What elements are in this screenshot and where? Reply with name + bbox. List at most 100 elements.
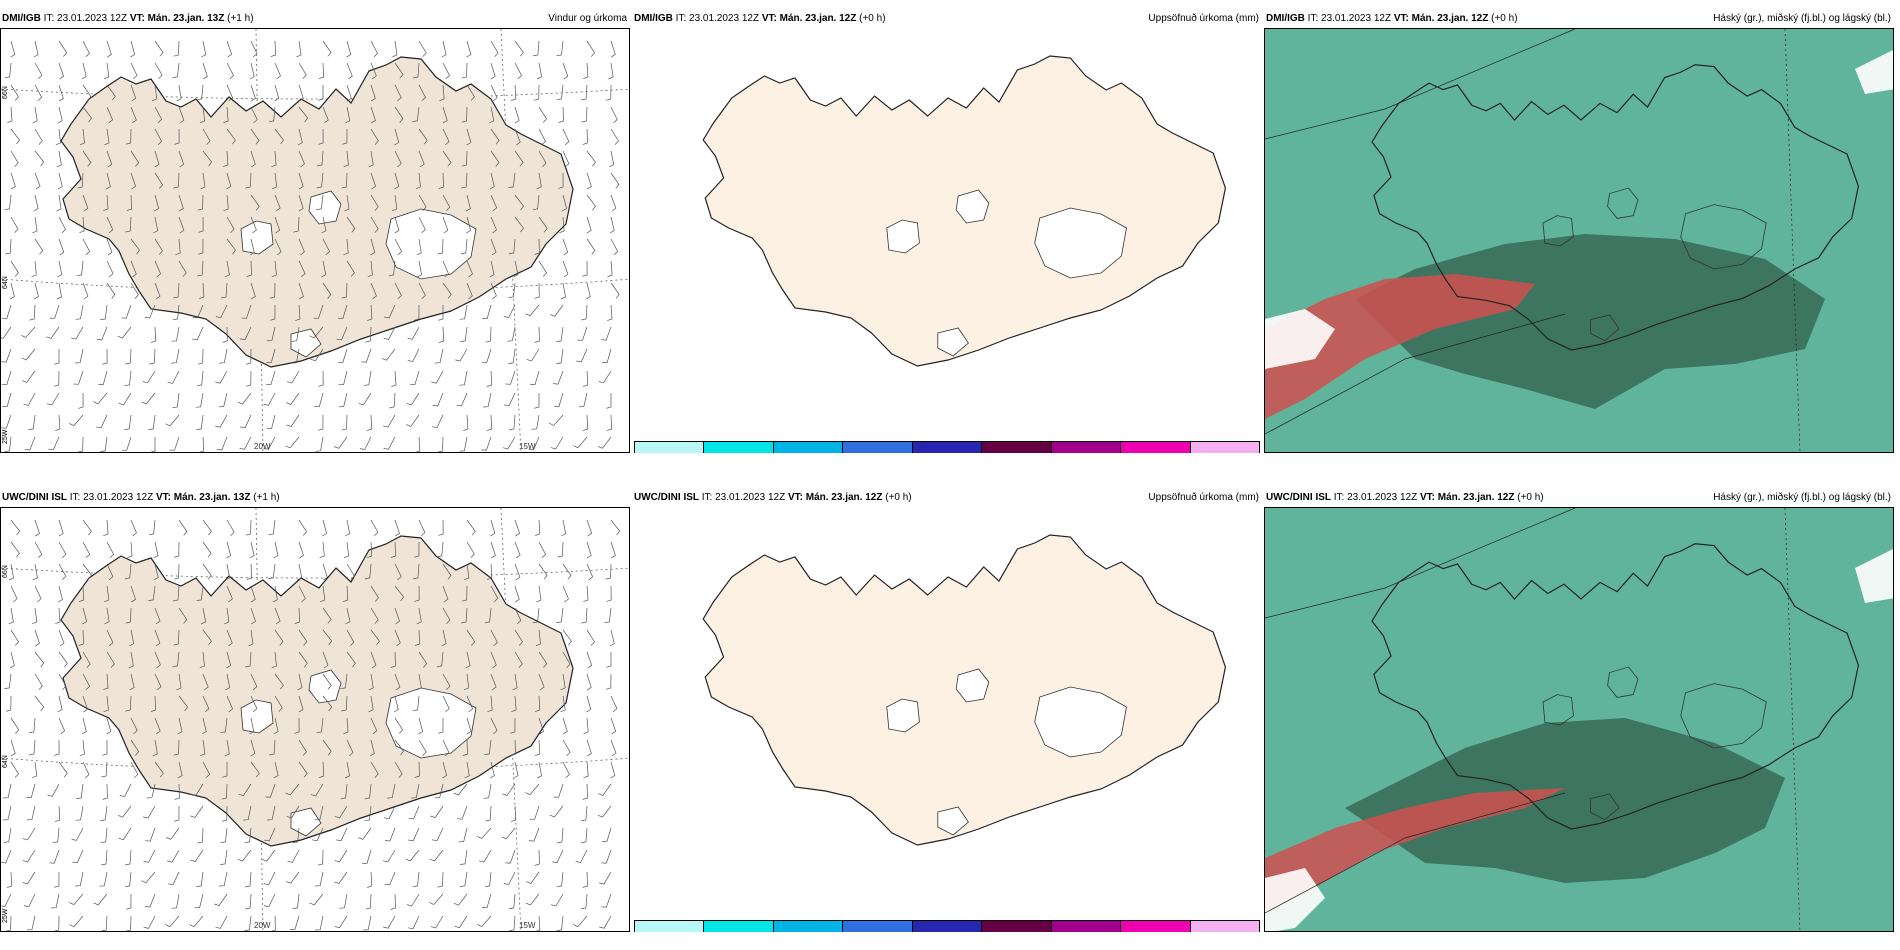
wind-barb — [82, 282, 89, 300]
colorbar-swatch-6 — [1051, 442, 1122, 453]
wind-barb — [202, 673, 209, 691]
wind-barb — [272, 172, 278, 190]
wind-barb — [486, 563, 493, 580]
wind-barb — [222, 762, 228, 778]
wind-barb — [339, 893, 348, 909]
wind-barb — [513, 260, 519, 278]
wind-barb — [338, 392, 348, 408]
wind-barb — [586, 150, 596, 167]
wind-barb — [601, 326, 612, 341]
wind-barb — [490, 282, 497, 300]
wind-barb — [56, 194, 62, 212]
wind-barb — [599, 915, 612, 929]
wind-barb — [201, 717, 207, 735]
wind-barb — [8, 607, 14, 625]
wind-barb — [598, 783, 612, 796]
wind-barb — [394, 519, 400, 537]
wind-barb — [215, 414, 228, 428]
wind-barb — [489, 761, 495, 779]
wind-barb — [408, 805, 420, 820]
vt-label: VT: — [155, 492, 171, 503]
wind-barb — [508, 282, 516, 299]
wind-map[interactable]: 66N 64N 25W 20W 15W — [0, 28, 630, 453]
wind-barb — [198, 216, 204, 233]
wind-barb — [573, 915, 588, 928]
wind-barb — [264, 827, 276, 842]
wind-barb — [298, 629, 308, 646]
wind-barb — [250, 84, 256, 102]
wind-barb — [532, 40, 540, 57]
wind-barb — [75, 304, 84, 320]
wind-barb — [10, 629, 19, 646]
wind-barb — [394, 607, 400, 625]
wind-barb — [245, 519, 252, 536]
wind-barb — [199, 436, 205, 452]
wind-barb — [292, 827, 300, 844]
wind-barb — [442, 607, 451, 624]
wind-barb — [154, 673, 162, 691]
glacier-0 — [240, 699, 274, 734]
wind-barb — [370, 194, 379, 211]
wind-barb — [150, 695, 156, 712]
cloud-map[interactable] — [1264, 28, 1894, 453]
wind-barb — [223, 194, 229, 212]
wind-barb — [246, 563, 252, 580]
wind-barb — [370, 128, 379, 145]
wind-barb — [535, 629, 541, 647]
wind-barb — [130, 519, 137, 537]
wind-barb — [71, 827, 84, 841]
wind-barb — [370, 84, 376, 102]
wind-barb — [98, 370, 108, 385]
wind-barb — [486, 414, 493, 431]
wind-barb — [364, 563, 372, 580]
wind-barb — [561, 519, 567, 537]
cloud-map[interactable] — [1264, 507, 1894, 932]
wind-barb — [562, 585, 569, 603]
wind-map[interactable]: 66N 64N 25W 20W 15W — [0, 507, 630, 932]
wind-barb — [55, 414, 61, 431]
wind-barb — [345, 106, 351, 124]
wind-barb — [196, 871, 204, 887]
glacier-3 — [937, 806, 969, 836]
precip-map[interactable]: 110255075100150200400 — [632, 28, 1262, 453]
wind-barb — [459, 304, 468, 320]
wind-barb — [171, 326, 180, 342]
wind-barb — [316, 717, 324, 734]
wind-barb — [558, 106, 564, 123]
wind-barb — [82, 106, 92, 123]
wind-barb — [431, 370, 444, 384]
wind-barb — [586, 651, 593, 669]
wind-barb — [265, 783, 276, 798]
lon-line-20w — [255, 508, 264, 931]
wind-barb — [322, 282, 332, 299]
precip-map[interactable]: 110255075100150200400 — [632, 507, 1262, 932]
wind-barb — [82, 563, 92, 580]
wind-barb — [106, 238, 113, 256]
wind-barb — [101, 915, 108, 931]
wind-barb — [10, 172, 16, 190]
wind-barb — [370, 282, 377, 300]
wind-barb — [56, 150, 62, 168]
lat-label-64n: 64N — [2, 755, 9, 768]
wind-barb — [202, 519, 212, 536]
panel-header: UWC/DINI ISL IT: 23.01.2023 12Z VT: Mán.… — [1264, 487, 1894, 506]
wind-barb — [55, 128, 61, 146]
wind-barb — [408, 915, 420, 930]
wind-barb — [531, 414, 540, 430]
wind-barb — [226, 651, 232, 669]
wind-barb — [490, 541, 496, 559]
wind-barb — [150, 437, 156, 452]
wind-barb — [245, 651, 252, 668]
wind-barb — [461, 585, 468, 602]
wind-barb — [490, 62, 496, 80]
wind-barb — [32, 607, 38, 625]
panel-header: UWC/DINI ISL IT: 23.01.2023 12Z VT: Mán.… — [632, 487, 1262, 506]
wind-barb — [69, 414, 84, 427]
panel-header: DMI/IGB IT: 23.01.2023 12Z VT: Mán. 23.j… — [1264, 8, 1894, 27]
wind-barb — [601, 827, 612, 842]
wind-barb — [322, 695, 333, 712]
wind-barb — [610, 282, 620, 299]
wind-barb — [490, 519, 496, 537]
wind-barb — [501, 827, 516, 840]
wind-barb — [154, 172, 164, 189]
